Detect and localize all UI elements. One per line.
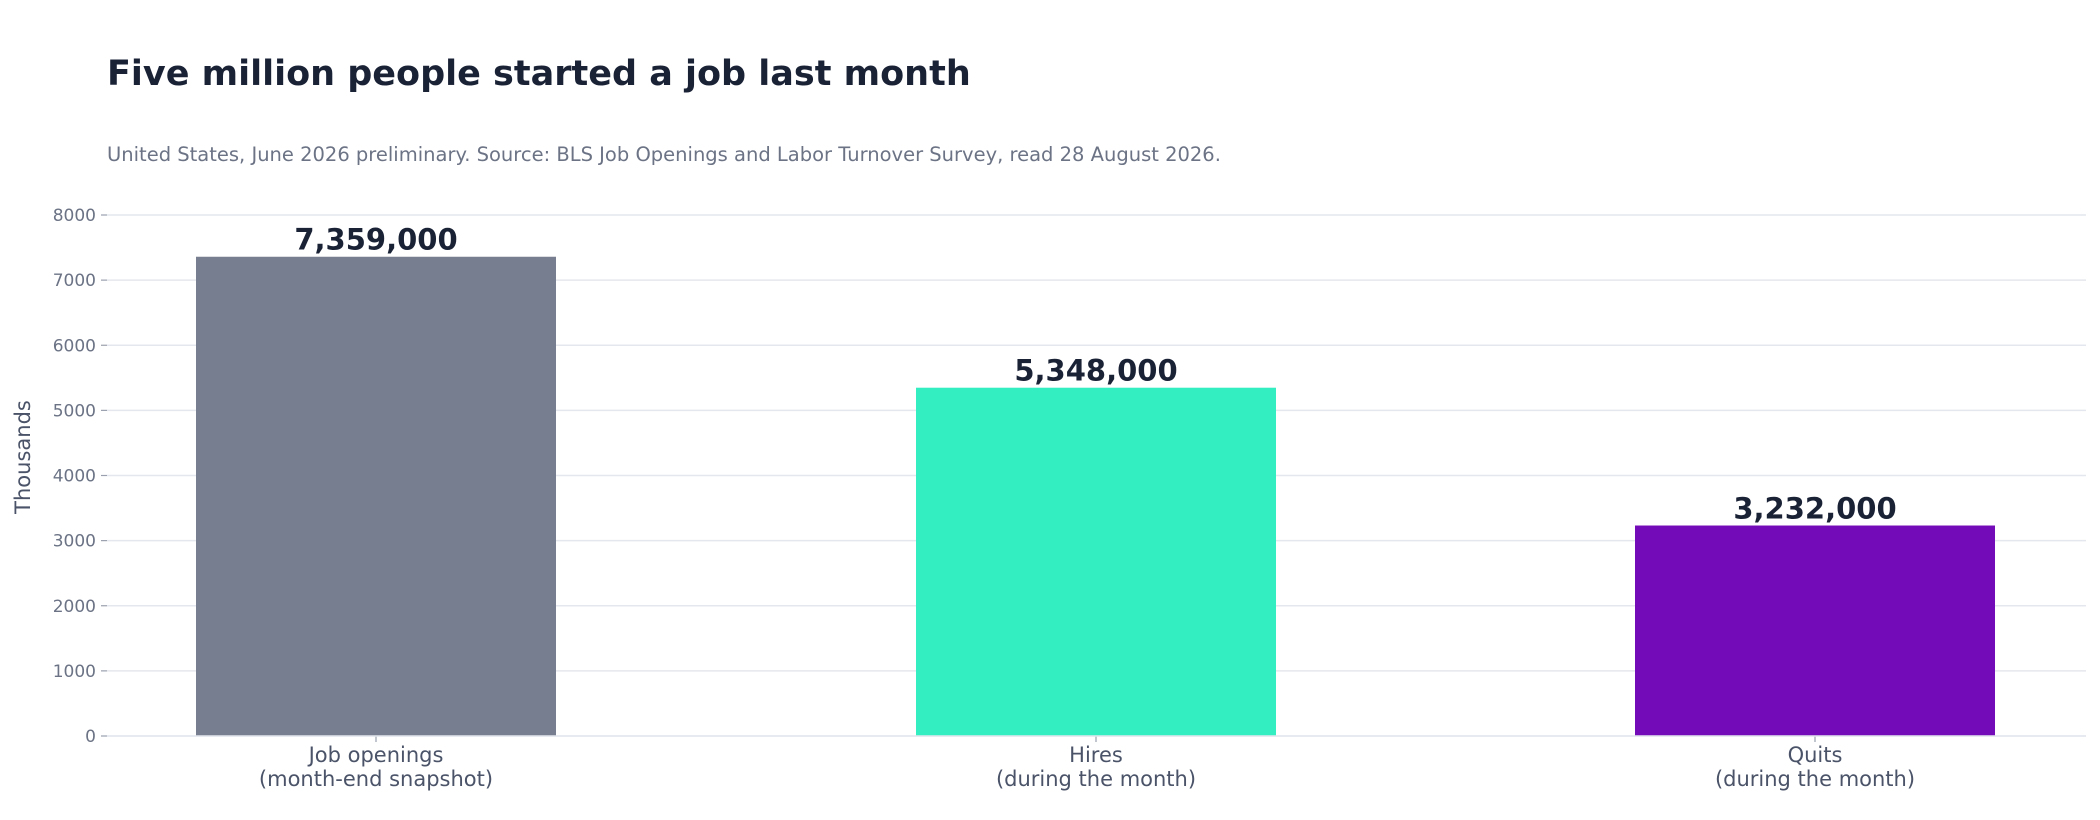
chart-title: Five million people started a job last m… <box>107 54 971 94</box>
x-tick-label: (month-end snapshot) <box>259 767 493 791</box>
y-tick-label: 5000 <box>53 401 96 421</box>
y-tick-label: 6000 <box>53 336 96 356</box>
y-axis-title: Thousands <box>11 400 35 515</box>
bar <box>916 387 1276 736</box>
y-axis-ticks: 0 1000 2000 3000 4000 5000 6000 7000 8000 <box>53 206 107 747</box>
bars <box>196 256 1995 736</box>
x-axis-ticks: Job openings(month-end snapshot)Hires(du… <box>107 735 2086 791</box>
y-tick-label: 2000 <box>53 597 96 617</box>
x-tick-label: Quits <box>1788 743 1843 767</box>
x-tick-label: Hires <box>1069 743 1123 767</box>
data-labels: 7,359,000 5,348,000 3,232,000 <box>294 223 1896 526</box>
bar-value-label: 3,232,000 <box>1733 492 1896 526</box>
chart-subtitle: United States, June 2026 preliminary. So… <box>107 143 1221 166</box>
bar <box>1635 525 1995 736</box>
y-tick-label: 4000 <box>53 467 96 487</box>
y-tick-label: 8000 <box>53 206 96 226</box>
bar-value-label: 5,348,000 <box>1014 354 1177 388</box>
x-tick-label: (during the month) <box>996 767 1196 791</box>
bar <box>196 256 556 736</box>
y-tick-label: 0 <box>85 727 96 747</box>
y-tick-label: 1000 <box>53 662 96 682</box>
x-tick-label: (during the month) <box>1715 767 1915 791</box>
y-tick-label: 7000 <box>53 271 96 291</box>
bar-value-label: 7,359,000 <box>294 223 457 257</box>
x-tick-label: Job openings <box>307 743 444 767</box>
y-tick-label: 3000 <box>53 532 96 552</box>
